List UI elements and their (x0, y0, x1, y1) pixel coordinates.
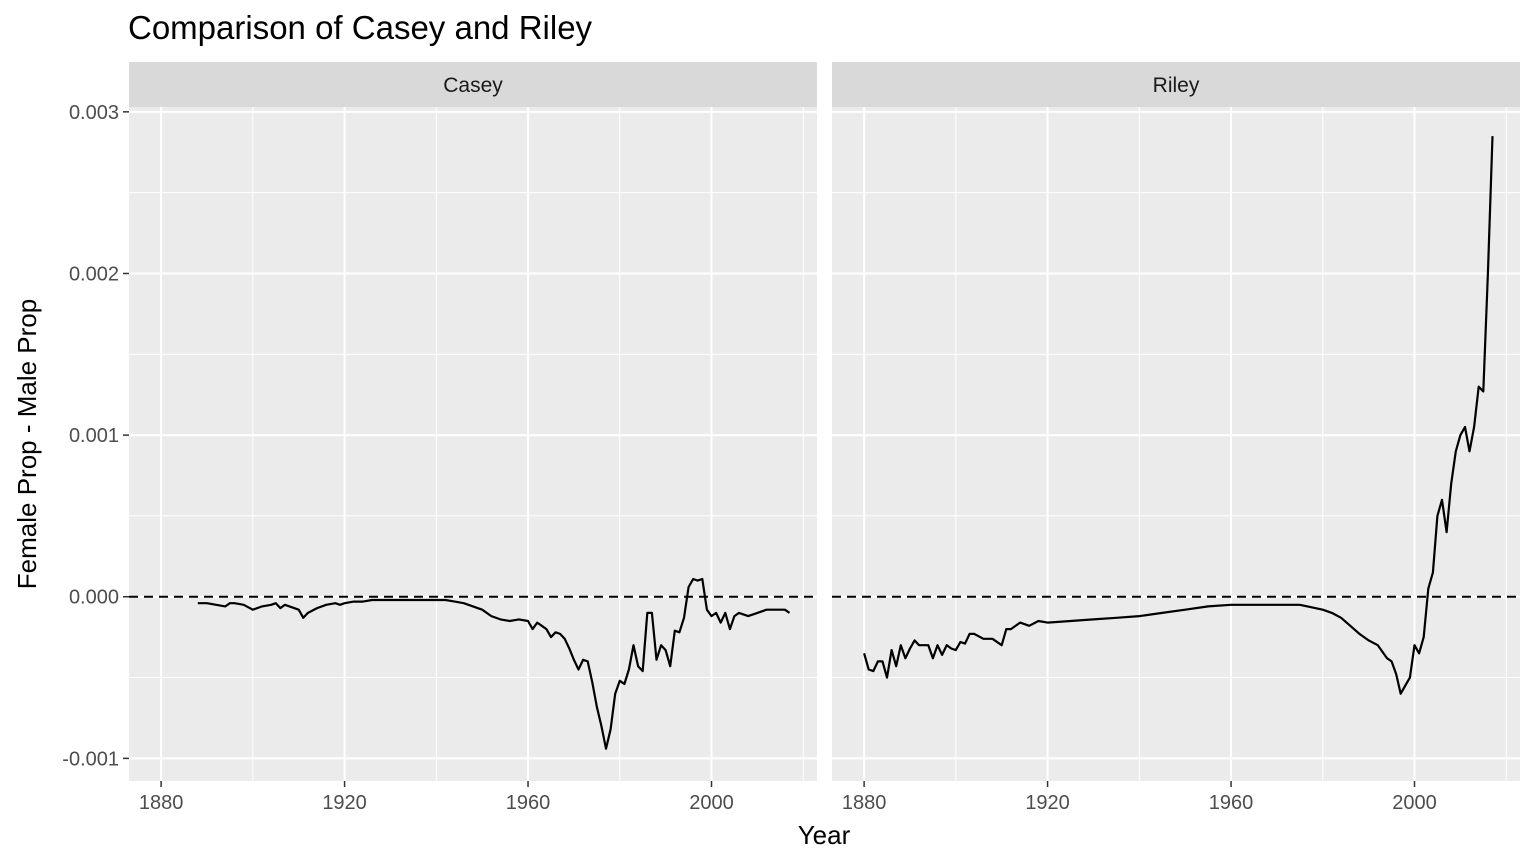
x-tick-label: 1880 (139, 792, 184, 814)
panel-casey: Casey 1880 1920 1960 2000 (129, 62, 817, 814)
facet-strip-label: Casey (443, 74, 503, 97)
series-line-casey (197, 577, 791, 750)
y-tick-label: 0.000 (69, 587, 119, 609)
facet-strip (129, 62, 817, 107)
panel-background (129, 107, 817, 781)
y-tick-label: 0.002 (69, 263, 119, 285)
x-tick-label: 1880 (842, 792, 887, 814)
y-axis-title: Female Prop - Male Prop (12, 299, 42, 589)
x-tick-label: 2000 (1392, 792, 1437, 814)
x-tick-label: 1920 (1025, 792, 1070, 814)
x-axis-title: Year (798, 820, 851, 850)
panel-riley: Riley 1880 1920 1960 2000 (832, 62, 1520, 814)
facet-strip-label: Riley (1153, 74, 1200, 97)
panels-group: Casey 1880 1920 1960 2000 Riley 1880 1920 1960 20… (129, 62, 1520, 814)
chart-title: Comparison of Casey and Riley (128, 9, 593, 46)
x-tick-label: 2000 (689, 792, 734, 814)
facet-strip (832, 62, 1520, 107)
y-tick-label: 0.001 (69, 425, 119, 447)
y-axis: -0.001 0.000 0.001 0.002 0.003 (62, 102, 129, 770)
y-tick-label: 0.003 (69, 102, 119, 124)
y-tick-label: -0.001 (62, 748, 119, 770)
x-tick-label: 1960 (1209, 792, 1254, 814)
x-tick-label: 1960 (506, 792, 551, 814)
panel-background (832, 107, 1520, 781)
series-line-riley (863, 136, 1494, 695)
x-tick-label: 1920 (322, 792, 367, 814)
